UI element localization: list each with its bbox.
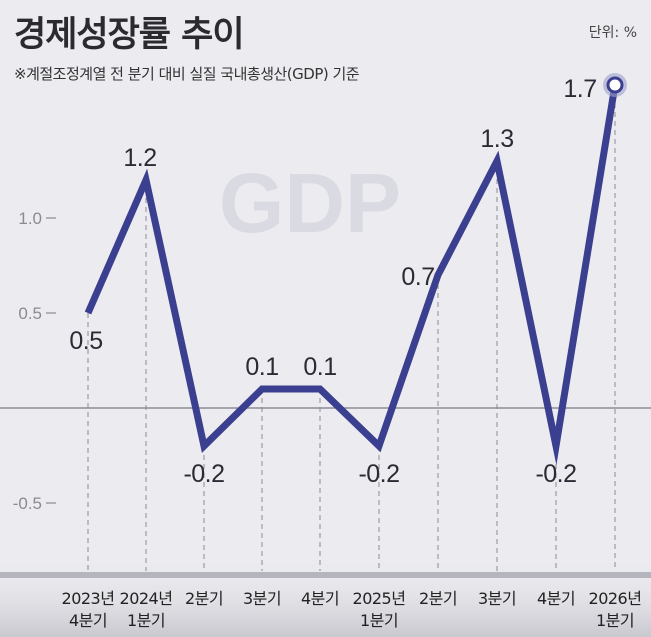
y-tick-label: 1.0 xyxy=(18,209,42,228)
grid-layer xyxy=(0,85,651,571)
series-line xyxy=(84,84,619,466)
x-tick-label: 2023년 xyxy=(62,589,115,608)
data-label: 0.7 xyxy=(401,263,434,291)
x-tick-label: 1분기 xyxy=(596,611,634,630)
bottom-band xyxy=(0,552,651,637)
y-tick-label: 0.5 xyxy=(18,304,42,323)
data-label: 0.1 xyxy=(245,353,278,381)
data-label: 1.3 xyxy=(480,125,513,153)
x-tick-label: 1분기 xyxy=(127,611,165,630)
x-axis-labels: 2023년 4분기 2024년 1분기 2분기 3분기 4분기 2025년 1분기 2분기 3분기 4… xyxy=(62,589,642,630)
x-tick-label: 4분기 xyxy=(301,589,339,608)
unit-label: 단위: % xyxy=(588,25,637,41)
x-tick-label: 1분기 xyxy=(360,611,398,630)
x-tick-label: 3분기 xyxy=(478,589,516,608)
x-tick-label: 2026년 xyxy=(589,589,642,608)
x-tick-label: 4분기 xyxy=(537,589,575,608)
y-axis-ticks: 1.0 0.5 -0.5 xyxy=(13,209,56,513)
data-label: 0.5 xyxy=(69,327,102,355)
x-tick-label: 2024년 xyxy=(120,589,173,608)
x-tick-label: 2분기 xyxy=(185,589,223,608)
chart-subtitle: ※계절조정계열 전 분기 대비 실질 국내총생산(GDP) 기준 xyxy=(14,65,360,83)
points-layer xyxy=(603,73,627,97)
data-label: 0.1 xyxy=(303,353,336,381)
series-layer xyxy=(84,84,619,466)
data-point xyxy=(606,76,624,94)
x-tick-label: 2025년 xyxy=(353,589,406,608)
x-tick-label: 4분기 xyxy=(69,611,107,630)
data-label: 1.2 xyxy=(123,144,156,172)
value-labels-layer: 0.5 1.2 -0.2 0.1 0.1 -0.2 0.7 1.3 -0.2 1.7 xyxy=(69,75,597,488)
x-tick-label: 3분기 xyxy=(243,589,281,608)
data-label: 1.7 xyxy=(563,75,596,103)
data-label: -0.2 xyxy=(535,460,576,488)
data-label: -0.2 xyxy=(358,460,399,488)
data-label: -0.2 xyxy=(183,460,224,488)
x-tick-label: 2분기 xyxy=(419,589,457,608)
page-title: 경제성장률 추이 xyxy=(14,15,245,55)
y-tick-label: -0.5 xyxy=(13,494,42,513)
gdp-watermark: GDP xyxy=(219,156,401,250)
